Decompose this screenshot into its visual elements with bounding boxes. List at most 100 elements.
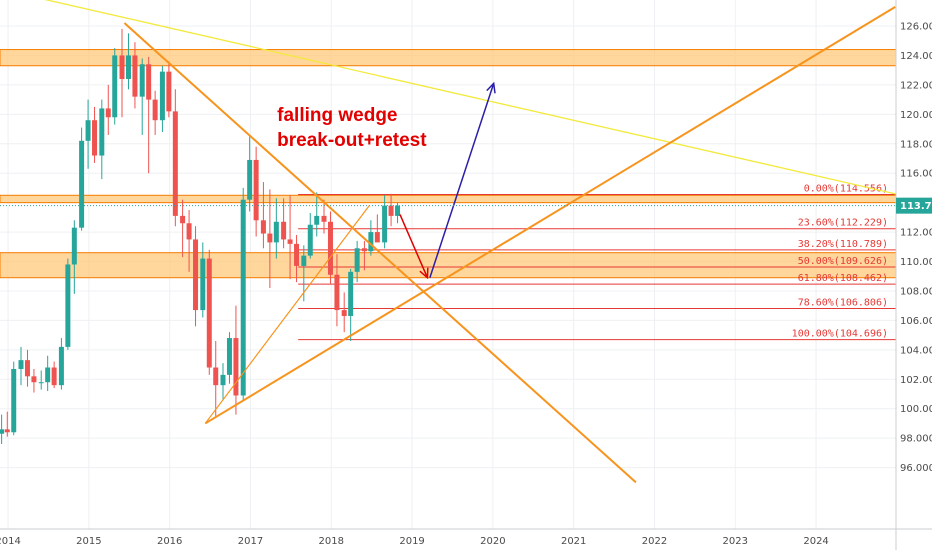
candlestick-series — [0, 28, 401, 445]
fib-level-label: 100.00%(104.696) — [792, 329, 888, 340]
price-axis[interactable]: 96.000 98.000 100.000 102.000 104.000 106.000… — [900, 22, 932, 475]
candle-body — [58, 346, 64, 386]
price-tick-label: 120.000 — [900, 110, 932, 121]
candle-body — [321, 215, 327, 222]
price-tick-label: 108.000 — [900, 286, 932, 297]
arrow-red-head — [419, 267, 429, 280]
candle-body — [166, 71, 172, 112]
price-tick-label: 126.000 — [900, 22, 932, 33]
candle-body — [200, 258, 206, 311]
time-tick-label: 2015 — [76, 536, 101, 547]
candle-body — [220, 374, 226, 386]
candle-body — [71, 227, 77, 265]
price-tick-label: 122.000 — [900, 80, 932, 91]
candle-body — [193, 239, 199, 311]
candle-body — [186, 223, 192, 240]
candle-body — [213, 367, 219, 386]
candle-body — [341, 310, 347, 316]
price-tick-label: 104.000 — [900, 345, 932, 356]
time-axis[interactable]: 2014 2015 2016 2017 2018 2019 2020 2021 2022 2023… — [0, 536, 829, 547]
time-tick-label: 2024 — [803, 536, 828, 547]
candle-body — [206, 258, 212, 368]
time-tick-label: 2018 — [319, 536, 344, 547]
last-price-label: 113.795 — [900, 201, 932, 212]
candle-body — [112, 55, 118, 118]
candle-body — [294, 243, 300, 266]
resistance-support-zone — [0, 194, 897, 204]
resistance-support-zone — [0, 252, 897, 279]
trendline-orange — [123, 22, 637, 484]
projection-arrows — [399, 81, 496, 280]
candle-body — [314, 215, 320, 225]
last-price-box — [896, 197, 932, 214]
candle-body — [374, 232, 380, 243]
candle-body — [139, 64, 145, 97]
candle-body — [226, 338, 232, 375]
candle-body — [273, 221, 279, 243]
candle-body — [354, 248, 360, 272]
candle-body — [119, 55, 125, 79]
candle-body — [327, 221, 333, 275]
candle-body — [307, 224, 313, 256]
trendlines — [44, 0, 896, 484]
candle-body — [180, 215, 186, 224]
time-tick-label: 2020 — [480, 536, 505, 547]
candle-body — [125, 55, 131, 79]
candle-body — [240, 199, 246, 396]
fibonacci-retracement: 0.00%(114.556) 23.60%(112.229) 38.20%(110.… — [298, 183, 896, 341]
time-tick-label: 2021 — [561, 536, 586, 547]
candle-body — [348, 271, 354, 316]
annotation-text: break-out+retest — [277, 130, 427, 151]
candle-body — [4, 429, 10, 433]
annotation-text: falling wedge — [277, 105, 397, 126]
candle-body — [260, 220, 266, 234]
time-tick-label: 2022 — [642, 536, 667, 547]
candle-body — [395, 205, 401, 216]
candle-body — [281, 221, 287, 240]
candle-body — [172, 111, 178, 216]
candle-body — [105, 108, 111, 118]
trendline-orange — [204, 205, 370, 424]
arrow-blue-head — [486, 81, 496, 94]
candle-body — [132, 55, 138, 97]
candle-body — [92, 120, 98, 156]
last-price-tag: 113.795 — [0, 197, 932, 214]
candle-body — [287, 239, 293, 244]
chart-annotations: falling wedge break-out+retest — [277, 105, 427, 151]
trendline-orange — [204, 6, 896, 425]
candle-body — [51, 367, 57, 386]
candle-body — [267, 233, 273, 243]
candle-body — [233, 338, 239, 396]
candle-body — [18, 360, 24, 369]
candle-body — [361, 248, 367, 252]
candle-body — [99, 108, 105, 156]
candle-body — [24, 360, 30, 377]
fib-level-label: 78.60%(106.806) — [798, 298, 888, 309]
candle-body — [65, 264, 71, 347]
price-tick-label: 102.000 — [900, 375, 932, 386]
candle-body — [31, 376, 37, 383]
arrow-red-shaft — [399, 214, 429, 279]
candle-body — [382, 205, 388, 243]
candle-body — [334, 274, 340, 311]
price-tick-label: 106.000 — [900, 316, 932, 327]
candle-body — [146, 64, 152, 100]
trendline-yellow — [44, 0, 896, 195]
price-tick-label: 116.000 — [900, 169, 932, 180]
arrow-blue-shaft — [429, 83, 495, 278]
candle-body — [45, 367, 51, 383]
price-tick-label: 100.000 — [900, 404, 932, 415]
candle-body — [247, 159, 253, 200]
time-tick-label: 2023 — [723, 536, 748, 547]
candle-body — [0, 429, 5, 434]
price-tick-label: 124.000 — [900, 51, 932, 62]
candle-body — [79, 140, 85, 228]
fib-level-label: 61.80%(108.462) — [798, 273, 888, 284]
candle-body — [85, 120, 91, 141]
price-tick-label: 110.000 — [900, 257, 932, 268]
candle-body — [38, 382, 44, 384]
candle-body — [368, 232, 374, 252]
time-tick-label: 2017 — [238, 536, 263, 547]
